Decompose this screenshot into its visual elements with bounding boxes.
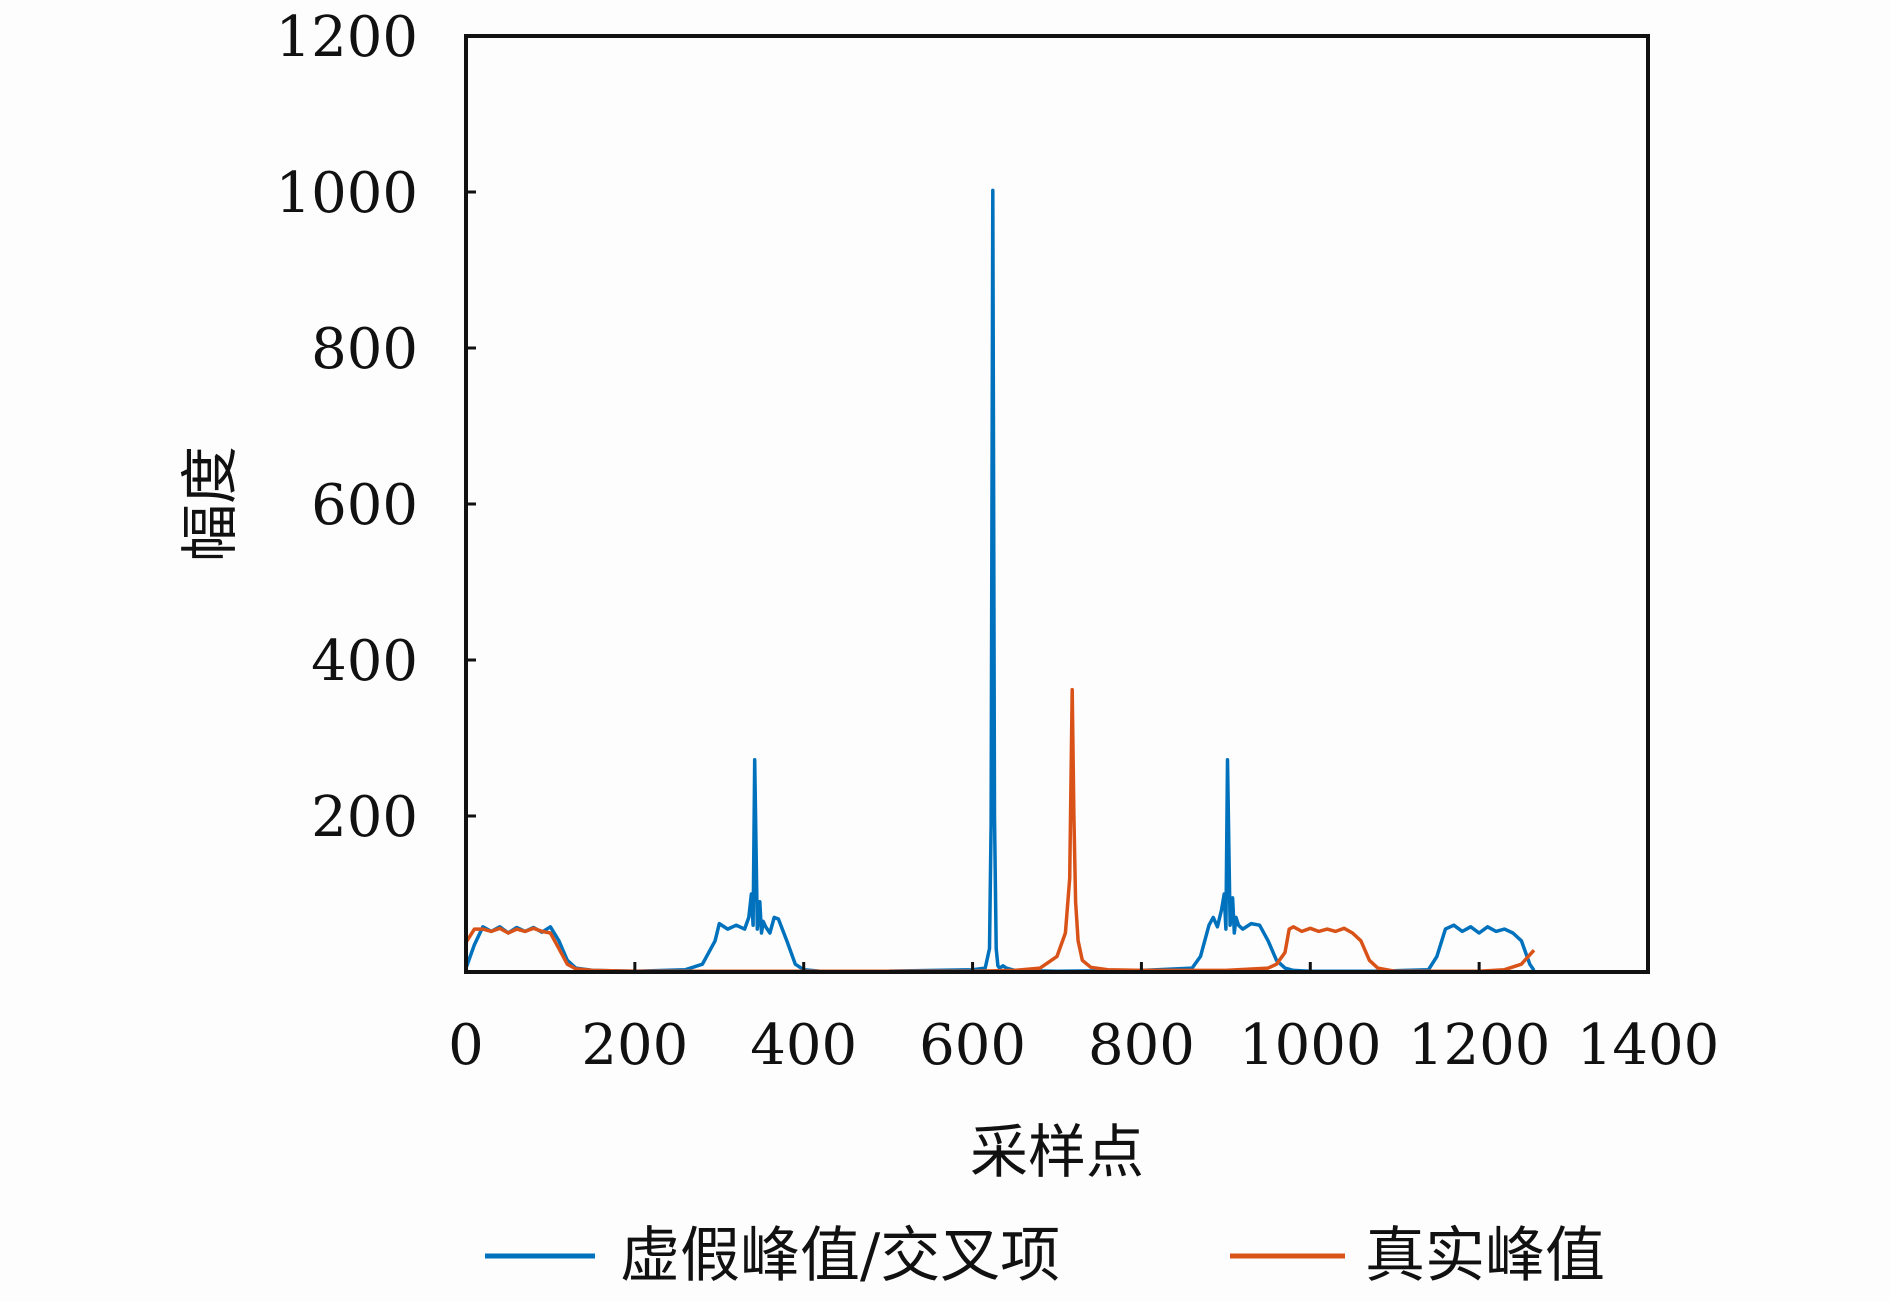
legend-label-series-0: 虚假峰值/交叉项 xyxy=(620,1221,1060,1291)
x-tick-label-2: 400 xyxy=(750,1013,857,1078)
y-tick-label-4: 1000 xyxy=(275,161,418,226)
x-tick-label-0: 0 xyxy=(448,1013,484,1078)
series-line-1 xyxy=(464,687,1536,973)
y-tick-label-3: 800 xyxy=(311,317,418,382)
series-line-0 xyxy=(464,188,1536,973)
plot-series-layer xyxy=(464,188,1536,973)
legend-label-series-1: 真实峰值 xyxy=(1365,1221,1605,1291)
x-tick-label-4: 800 xyxy=(1088,1013,1195,1078)
x-tick-label-6: 1200 xyxy=(1408,1013,1551,1078)
legend: 虚假峰值/交叉项 真实峰值 xyxy=(485,1221,1605,1291)
x-tick-label-1: 200 xyxy=(581,1013,688,1078)
tick-labels: 0 200 400 600 800 1000 1200 1400 200 400 600 800 100… xyxy=(275,5,1719,1078)
axis-ticks xyxy=(464,34,1650,972)
y-tick-label-5: 1200 xyxy=(275,5,418,70)
y-tick-label-2: 600 xyxy=(311,473,418,538)
y-tick-label-1: 400 xyxy=(311,629,418,694)
x-tick-label-7: 1400 xyxy=(1577,1013,1720,1078)
y-axis-title: 幅度 xyxy=(176,446,244,562)
x-tick-label-5: 1000 xyxy=(1239,1013,1382,1078)
y-tick-label-0: 200 xyxy=(311,785,418,850)
x-tick-label-3: 600 xyxy=(919,1013,1026,1078)
x-axis-title: 采样点 xyxy=(970,1118,1144,1186)
plot-frame xyxy=(464,34,1650,974)
